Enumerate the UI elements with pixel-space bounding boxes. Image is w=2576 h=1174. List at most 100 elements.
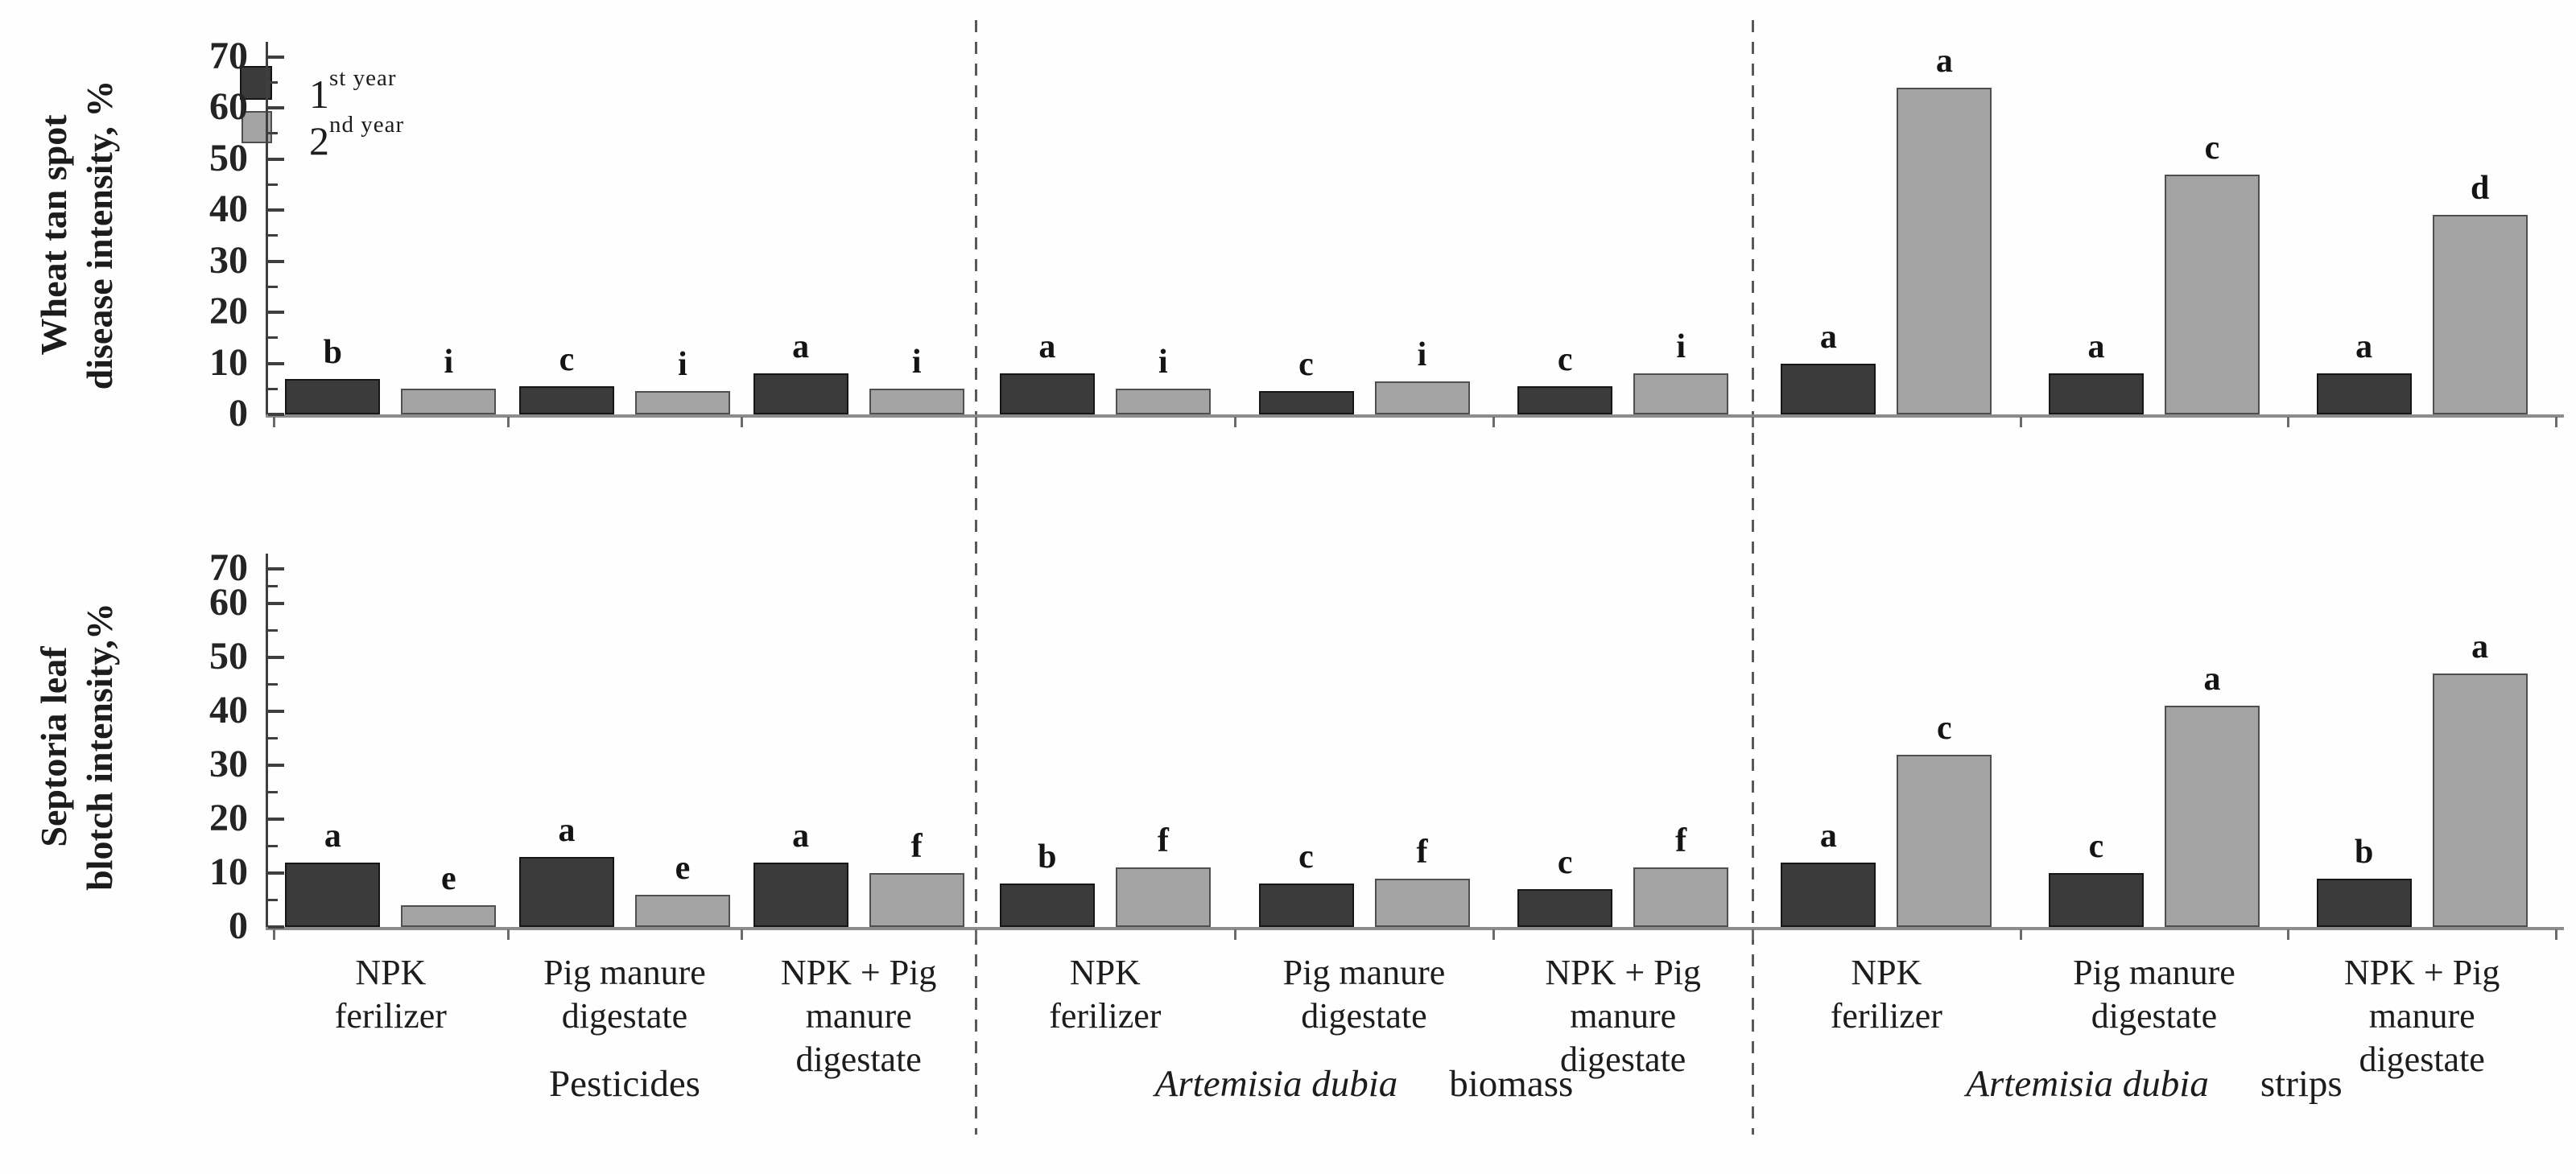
x-group-tick	[506, 929, 510, 940]
bar-year2-artemisia-dubia-strips-g2	[2165, 174, 2260, 414]
bar-year1-pesticides-g2	[519, 856, 614, 927]
y-tick-label: 50	[209, 635, 248, 678]
category-label: Pig manure digestate	[543, 953, 706, 1036]
x-group-tick	[506, 417, 510, 427]
bar-year2-pesticides-g1	[401, 905, 497, 927]
bar-year1-artemisia-dubia-strips-g3	[2316, 878, 2412, 927]
y-axis-title-bottom-line1: Septoria leaf	[33, 646, 74, 847]
significance-letter: c	[1557, 341, 1573, 379]
significance-letter: a	[1819, 318, 1837, 356]
x-group-tick	[1492, 417, 1496, 427]
section-label-strips: Artemisia dubia strips	[1752, 1062, 2556, 1106]
bar-year1-pesticides-g1	[285, 862, 381, 927]
significance-letter: i	[1676, 328, 1686, 366]
x-group-tick	[741, 929, 744, 940]
significance-letter: c	[2088, 828, 2104, 865]
bar-year1-pesticides-g3	[753, 862, 848, 927]
y-minor-tick	[268, 234, 278, 237]
x-group-tick	[1233, 929, 1236, 940]
bar-year2-pesticides-g2	[635, 894, 730, 927]
bar-year1-pesticides-g2	[519, 386, 614, 414]
x-group-tick	[273, 417, 275, 427]
significance-letter: c	[2204, 129, 2220, 167]
legend-label-year2: 2nd year	[309, 103, 404, 163]
significance-letter: f	[1157, 822, 1169, 860]
significance-letter: a	[792, 328, 810, 366]
significance-letter: d	[2470, 170, 2490, 208]
bar-year1-pesticides-g3	[753, 373, 848, 414]
y-tick-label: 10	[209, 340, 248, 384]
section-label-strips-text: strips	[2260, 1063, 2343, 1105]
section-label-pesticides-text: Pesticides	[549, 1063, 700, 1105]
section-label-pesticides: Pesticides	[274, 1062, 976, 1106]
significance-letter: a	[2203, 661, 2221, 698]
bar-year2-artemisia-dubia-biomass-g2	[1374, 878, 1470, 927]
section-label-biomass-italic: Artemisia dubia	[1154, 1063, 1398, 1105]
y-tick-label: 60	[209, 581, 248, 624]
y-major-tick	[268, 602, 284, 605]
x-group-tick	[2555, 929, 2557, 940]
section-label-biomass-text: biomass	[1449, 1063, 1574, 1105]
x-group-tick	[2287, 929, 2290, 940]
x-group-tick	[1752, 417, 1754, 427]
y-tick-label: 30	[209, 238, 248, 282]
y-major-tick	[268, 208, 284, 212]
bar-year1-artemisia-dubia-strips-g1	[1781, 363, 1876, 414]
bar-year1-artemisia-dubia-biomass-g1	[999, 884, 1095, 927]
significance-letter: a	[1038, 328, 1056, 366]
bar-year2-artemisia-dubia-strips-g3	[2432, 215, 2528, 414]
y-tick-label: 0	[229, 392, 248, 435]
significance-letter: f	[910, 828, 923, 865]
x-group-tick	[741, 417, 744, 427]
y-tick-label: 10	[209, 851, 248, 893]
x-group-tick	[2287, 417, 2290, 427]
y-major-tick	[268, 656, 284, 659]
category-label: NPK + Pig manure digestate	[1545, 953, 1701, 1079]
x-group-tick	[2019, 417, 2022, 427]
bar-year1-artemisia-dubia-biomass-g2	[1258, 884, 1354, 927]
category-label: NPK ferilizer	[334, 953, 447, 1036]
bar-year1-artemisia-dubia-biomass-g3	[1517, 386, 1613, 414]
significance-letter: c	[1937, 709, 1952, 747]
y-major-tick	[268, 106, 284, 109]
legend-year2-suffix: nd year	[329, 112, 405, 138]
category-label: NPK ferilizer	[1830, 953, 1942, 1036]
bar-year2-pesticides-g3	[869, 873, 964, 927]
significance-letter: i	[1158, 344, 1168, 381]
bar-year2-artemisia-dubia-biomass-g1	[1115, 867, 1211, 927]
section-separator-1	[975, 20, 977, 1135]
y-minor-tick	[268, 629, 278, 632]
significance-letter: a	[324, 817, 341, 855]
bar-year1-artemisia-dubia-biomass-g1	[999, 373, 1095, 414]
bar-year1-artemisia-dubia-strips-g3	[2316, 373, 2412, 414]
y-tick-label: 40	[209, 187, 248, 230]
section-label-biomass: Artemisia dubia biomass	[976, 1062, 1752, 1106]
bar-year2-artemisia-dubia-strips-g1	[1897, 754, 1992, 927]
bar-year1-artemisia-dubia-strips-g2	[2049, 373, 2144, 414]
significance-letter: a	[2355, 328, 2373, 366]
bar-year1-artemisia-dubia-biomass-g3	[1517, 889, 1613, 927]
y-major-tick	[268, 764, 284, 767]
significance-letter: a	[558, 811, 576, 849]
y-major-tick	[268, 311, 284, 314]
x-group-tick	[2555, 417, 2557, 427]
y-tick-label: 70	[209, 34, 248, 77]
y-minor-tick	[268, 899, 278, 901]
bar-year2-artemisia-dubia-biomass-g3	[1633, 867, 1729, 927]
bar-year2-artemisia-dubia-biomass-g1	[1115, 389, 1211, 414]
category-label: Pig manure digestate	[1282, 953, 1446, 1036]
y-major-tick	[268, 818, 284, 821]
section-separator-2	[1752, 20, 1754, 1135]
bar-year1-pesticides-g1	[285, 378, 381, 414]
bar-year1-artemisia-dubia-strips-g2	[2049, 873, 2144, 927]
x-group-tick	[975, 417, 977, 427]
bar-year2-artemisia-dubia-strips-g3	[2432, 674, 2528, 927]
x-group-tick	[1233, 417, 1236, 427]
significance-letter: c	[1298, 346, 1314, 384]
significance-letter: i	[678, 346, 687, 384]
bar-year1-artemisia-dubia-strips-g1	[1781, 862, 1876, 927]
y-major-tick	[268, 567, 284, 571]
y-minor-tick	[268, 737, 278, 739]
y-major-tick	[268, 157, 284, 161]
category-label: NPK ferilizer	[1049, 953, 1162, 1036]
